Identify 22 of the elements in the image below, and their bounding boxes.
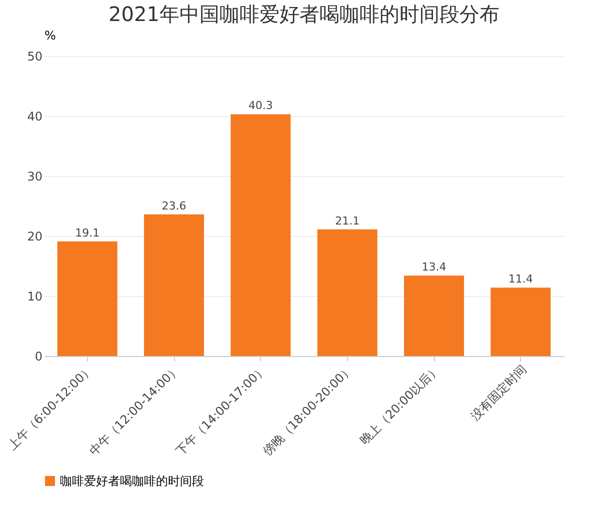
bar — [317, 229, 378, 356]
bar — [230, 114, 291, 356]
bar — [404, 276, 464, 356]
data-label: 13.4 — [422, 260, 446, 274]
y-tick-label: 20 — [27, 230, 42, 244]
y-tick-label: 30 — [27, 170, 42, 184]
y-tick-label: 40 — [27, 110, 42, 124]
y-tick-label: 50 — [27, 50, 42, 64]
legend-label: 咖啡爱好者喝咖啡的时间段 — [60, 474, 204, 488]
bar — [57, 241, 118, 356]
bar — [490, 288, 551, 356]
data-label: 21.1 — [335, 214, 360, 228]
data-label: 23.6 — [162, 199, 186, 212]
data-label: 19.1 — [75, 226, 100, 240]
data-label: 11.4 — [508, 272, 533, 286]
y-tick-label: 0 — [34, 350, 42, 364]
y-axis-title: % — [44, 28, 56, 42]
chart-title: 2021年中国咖啡爱好者喝咖啡的时间段分布 — [108, 2, 500, 26]
y-tick-label: 10 — [27, 290, 42, 304]
x-tick-label: 没有固定时间 — [468, 362, 530, 423]
data-label: 40.3 — [248, 99, 273, 112]
bar — [144, 214, 204, 356]
